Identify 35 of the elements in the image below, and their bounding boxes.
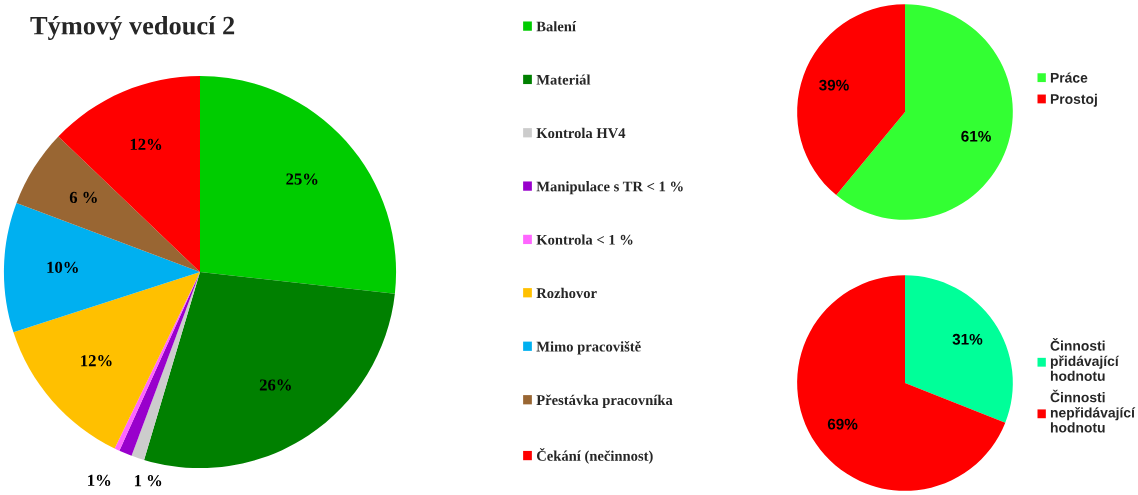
legend-label: Rozhovor	[536, 287, 597, 299]
data-label: 10%	[47, 261, 78, 273]
data-label: 61%	[961, 130, 991, 142]
data-label: 25%	[286, 173, 318, 185]
legend-label: Manipulace s TR < 1 %	[536, 181, 683, 195]
pie-slice	[905, 275, 1013, 423]
legend-label: Činnosti přidávající hodnotu	[1050, 338, 1120, 381]
pie-slice	[200, 75, 397, 294]
data-label: 12%	[130, 138, 162, 150]
chart-title: Týmový vedoucí 2	[30, 15, 235, 41]
legend-label: Čekání (nečinnost)	[536, 448, 653, 464]
data-label: 6 %	[69, 191, 97, 204]
data-label: 1 %	[134, 475, 162, 487]
pie-slice	[16, 136, 200, 272]
legend-label: Činnosti nepřidávající hodnotu	[1050, 389, 1136, 433]
data-label: 39%	[819, 79, 849, 91]
pie-slice	[797, 4, 905, 196]
legend-label: Přestávka pracovníka	[536, 394, 673, 408]
pie-slice	[13, 272, 200, 449]
data-label: 12%	[81, 355, 112, 367]
legend-label: Prostoj	[1050, 93, 1097, 107]
legend-label: Mimo pracoviště	[536, 341, 641, 355]
legend-label: Materiál	[536, 74, 591, 85]
pie-slice	[144, 272, 395, 469]
pie-slice	[3, 202, 200, 333]
legend-label: Práce	[1050, 72, 1088, 83]
data-label: 69%	[827, 418, 858, 430]
pie-slice	[131, 272, 200, 460]
data-label: 26%	[259, 379, 291, 391]
pie-slice	[797, 275, 1006, 491]
legend-label: Kontrola HV4	[536, 127, 626, 139]
data-label: 1%	[88, 474, 111, 487]
legend-label: Kontrola < 1 %	[536, 234, 633, 245]
legend-label: Balení	[536, 21, 577, 32]
data-label: 31%	[952, 333, 983, 345]
